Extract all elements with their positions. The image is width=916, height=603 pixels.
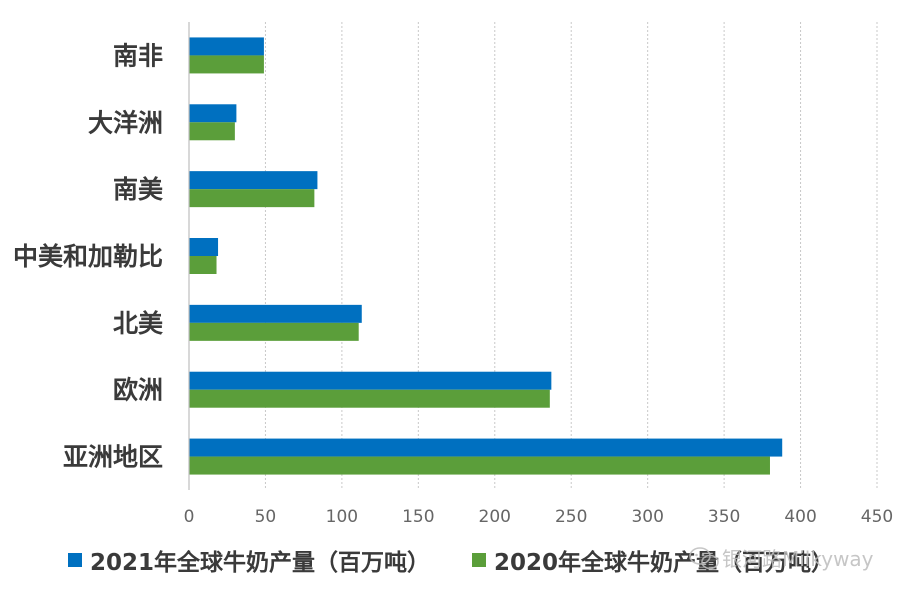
bar-series-2021 [189,104,237,123]
bar-series-2021 [189,438,783,457]
bar-series-2020 [189,389,550,408]
bar-series-2021 [189,371,552,390]
watermark-text: 银河路Milkyway [722,547,874,571]
category-label: 大洋洲 [88,108,163,137]
legend-swatch [472,553,486,567]
x-tick-label: 150 [402,507,434,527]
x-tick-label: 300 [631,507,663,527]
bar-series-2020 [189,256,217,274]
x-tick-labels: 0 50 100 150 200 250 300 350 400 450 [184,507,894,527]
bars [189,37,783,475]
legend-label: 2020年全球牛奶产量（百万吨） [494,549,834,576]
bar-series-2021 [189,238,219,256]
legend-swatch [68,553,82,567]
legend: 2021年全球牛奶产量（百万吨） 2020年全球牛奶产量（百万吨） [68,549,834,576]
watermark: 银河路Milkyway [689,547,874,571]
category-label: 南非 [113,41,163,70]
bar-series-2021 [189,304,362,323]
x-tick-label: 200 [479,507,511,527]
category-label: 欧洲 [113,376,163,405]
bar-series-2020 [189,322,359,341]
category-label: 北美 [113,309,163,338]
x-tick-label: 250 [555,507,587,527]
category-label: 亚洲地区 [63,443,163,472]
x-tick-label: 100 [326,507,358,527]
grid-lines [264,22,878,490]
x-tick-label: 350 [708,507,740,527]
bar-series-2020 [189,122,235,141]
bar-series-2021 [189,37,264,56]
wechat-icon [689,547,719,570]
x-tick-label: 450 [861,507,893,527]
category-label: 中美和加勒比 [13,242,163,271]
x-tick-label: 400 [784,507,816,527]
category-label: 南美 [113,175,163,204]
x-tick-label: 50 [255,507,277,527]
legend-label: 2021年全球牛奶产量（百万吨） [90,549,430,576]
bar-series-2020 [189,189,315,208]
bar-series-2020 [189,55,264,74]
bar-series-2020 [189,456,770,475]
x-tick-label: 0 [184,507,195,527]
bar-series-2021 [189,171,318,190]
